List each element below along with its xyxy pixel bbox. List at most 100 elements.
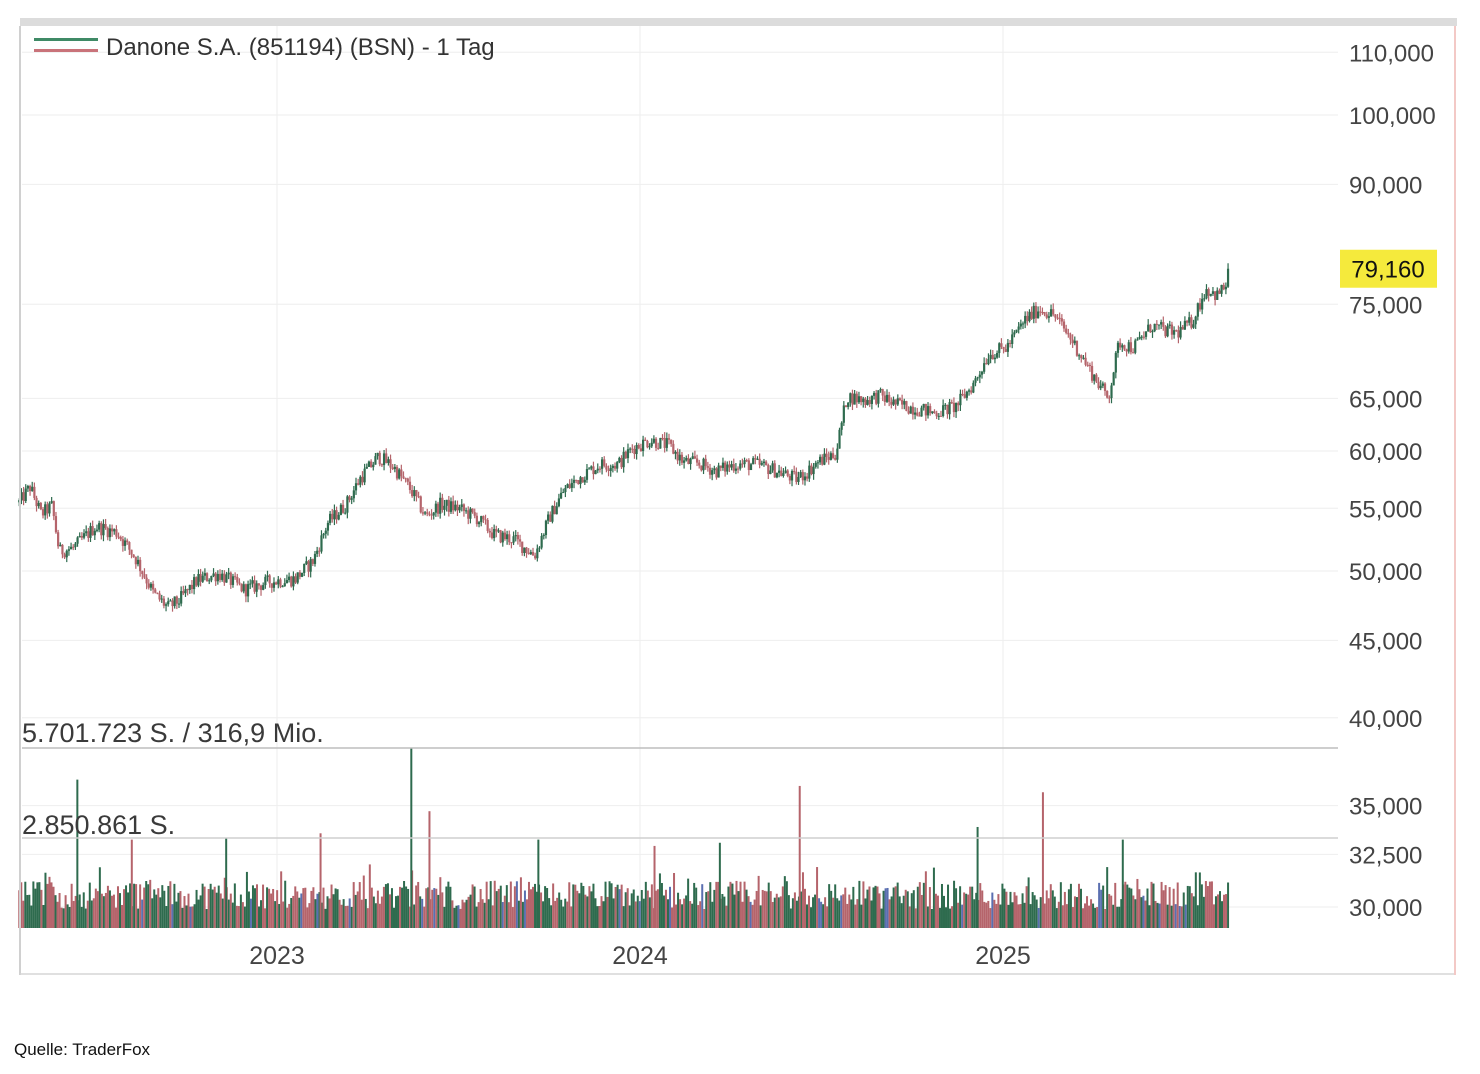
- candle-body: [1108, 397, 1111, 399]
- candle-body: [695, 458, 699, 463]
- volume-bar: [181, 907, 184, 928]
- volume-bar: [906, 891, 909, 928]
- volume-bar: [217, 885, 220, 928]
- volume-bar: [928, 887, 931, 928]
- volume-bar: [1094, 907, 1097, 928]
- candle-body: [924, 403, 927, 416]
- volume-bar: [119, 893, 122, 928]
- volume-bar: [499, 885, 502, 928]
- volume-bar: [540, 892, 543, 928]
- candle-body: [566, 484, 569, 488]
- volume-bar: [1045, 890, 1048, 928]
- volume-bar: [793, 892, 796, 928]
- volume-bar: [521, 901, 524, 928]
- volume-bar: [241, 902, 244, 928]
- candle-body: [603, 459, 606, 466]
- volume-bar: [735, 880, 738, 928]
- volume-bar: [1138, 889, 1141, 928]
- volume-bar: [515, 881, 518, 928]
- candle-body: [65, 550, 68, 558]
- candle-body: [1168, 324, 1171, 326]
- volume-bar: [340, 904, 343, 928]
- y-tick-label: 32,500: [1349, 842, 1422, 869]
- candle-body: [419, 496, 422, 513]
- volume-bar: [596, 906, 599, 928]
- candle-body: [102, 524, 105, 536]
- volume-bar: [880, 908, 883, 928]
- candle-body: [275, 582, 278, 585]
- volume-bar: [669, 886, 672, 928]
- volume-bar: [1055, 908, 1058, 928]
- volume-bar: [727, 886, 730, 928]
- volume-bar: [864, 898, 867, 928]
- volume-bar: [1013, 892, 1016, 928]
- volume-bar: [1073, 896, 1076, 928]
- candle-body: [98, 523, 101, 530]
- candle-body: [441, 497, 444, 510]
- candle-body: [659, 437, 662, 449]
- volume-bar: [755, 890, 758, 928]
- volume-bar: [664, 889, 667, 928]
- volume-bar: [86, 900, 89, 928]
- candle-body: [91, 526, 94, 536]
- candle-body: [1065, 328, 1068, 333]
- volume-bar: [955, 888, 958, 928]
- volume-bar: [934, 893, 937, 928]
- volume-bar: [570, 906, 573, 928]
- volume-bar: [102, 896, 105, 928]
- candle-body: [1095, 374, 1098, 382]
- volume-bar: [129, 883, 132, 928]
- volume-bar: [1150, 881, 1153, 928]
- volume-bar: [713, 889, 716, 928]
- candle-body: [1103, 383, 1107, 391]
- candle-body: [1121, 345, 1124, 348]
- volume-bar: [167, 885, 170, 928]
- volume-bar: [896, 882, 899, 928]
- volume-bar: [48, 876, 51, 928]
- candle-body: [719, 465, 722, 468]
- volume-bar: [237, 906, 240, 928]
- volume-bar: [56, 901, 59, 928]
- volume-bar: [1184, 904, 1187, 928]
- candle-body: [1026, 315, 1029, 322]
- volume-bar: [568, 882, 571, 928]
- candle-body: [41, 509, 45, 516]
- volume-bar: [114, 907, 117, 928]
- volume-bar: [681, 904, 684, 928]
- candle-body: [357, 483, 360, 485]
- volume-bar: [799, 891, 802, 928]
- volume-bar: [123, 889, 126, 928]
- candle-body: [1192, 324, 1195, 328]
- volume-bar: [185, 905, 188, 928]
- volume-bar: [1098, 882, 1101, 928]
- volume-bar: [1124, 881, 1127, 928]
- candle-body: [741, 463, 744, 465]
- volume-bar: [586, 896, 589, 928]
- volume-bar: [421, 898, 424, 928]
- volume-bar: [628, 905, 631, 928]
- volume-bar: [725, 905, 728, 928]
- candle-body: [944, 404, 947, 406]
- candle-body: [717, 465, 720, 478]
- volume-bar: [26, 895, 29, 928]
- volume-bar: [753, 899, 756, 928]
- candle-body: [629, 448, 632, 450]
- volume-bar: [453, 907, 456, 928]
- volume-bar: [493, 880, 496, 928]
- volume-bar: [245, 871, 248, 928]
- volume-bar: [525, 899, 528, 928]
- candle-body: [1080, 355, 1083, 359]
- candle-body: [594, 470, 597, 475]
- volume-bar: [1021, 893, 1024, 928]
- candle-body: [158, 593, 161, 600]
- candle-body: [916, 412, 919, 416]
- volume-bar: [658, 873, 661, 928]
- volume-bar: [1186, 885, 1189, 928]
- volume-bar: [1031, 892, 1034, 928]
- candle-body: [188, 584, 191, 590]
- volume-bar: [824, 897, 827, 928]
- candle-body: [661, 437, 664, 439]
- y-tick-label: 65,000: [1349, 386, 1422, 413]
- volume-bar: [534, 883, 537, 928]
